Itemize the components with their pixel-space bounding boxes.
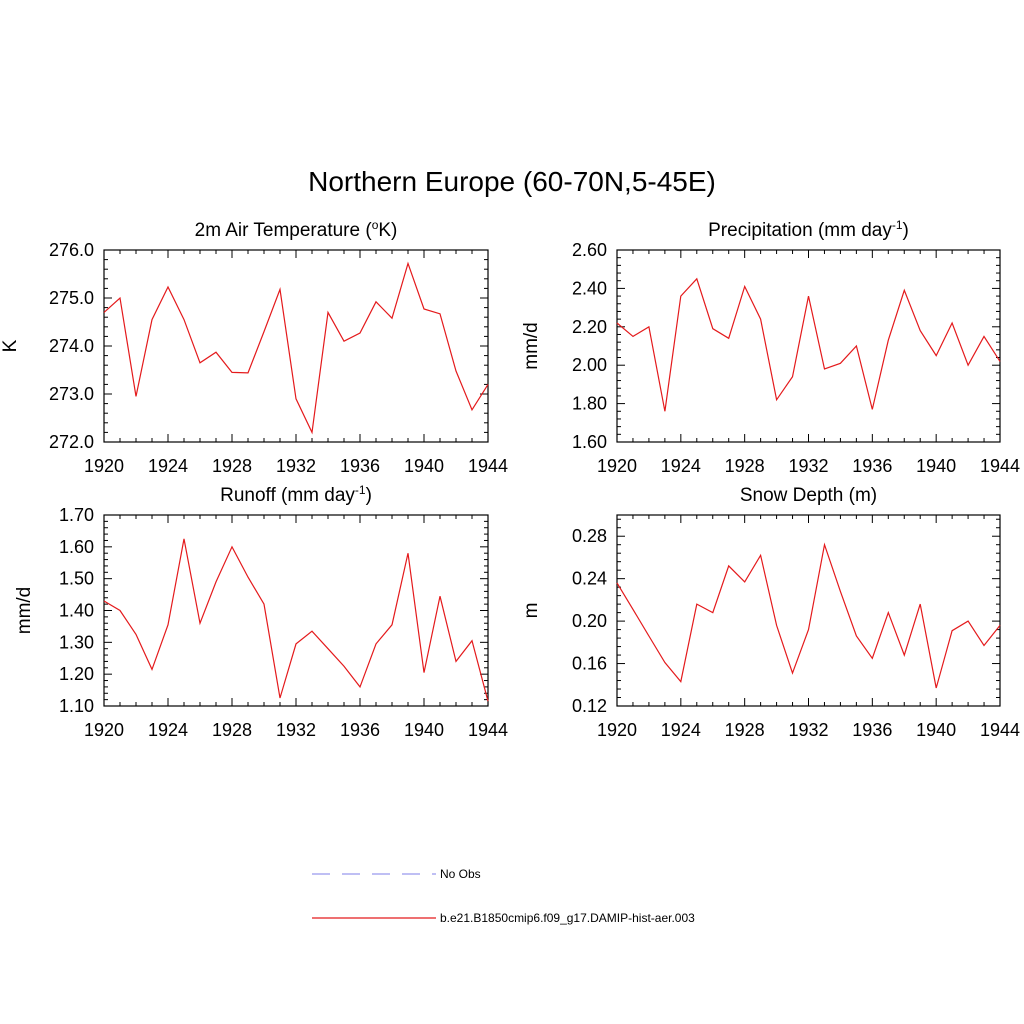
panel-1: 1920 1924 1928 1932 1936 1940 1944 272.0 273.0 27…	[0, 218, 508, 476]
x-tick-label: 1928	[212, 720, 252, 740]
series-line	[103, 538, 489, 702]
y-axis-label: K	[0, 339, 21, 352]
legend: No Obs b.e21.B1850cmip6.f09_g17.DAMIP-his…	[312, 867, 695, 925]
x-tick-label: 1928	[725, 456, 765, 476]
x-tick-label: 1936	[340, 456, 380, 476]
y-axis-label: mm/d	[521, 322, 542, 370]
y-tick-label: 0.24	[572, 569, 607, 589]
x-tick-label: 1944	[468, 720, 508, 740]
y-tick-label: 276.0	[49, 240, 94, 260]
x-tick-label: 1940	[916, 456, 956, 476]
x-tick-label: 1920	[84, 720, 124, 740]
x-tick-label: 1936	[340, 720, 380, 740]
x-tick-label: 1944	[468, 456, 508, 476]
panel-title: Runoff (mm day-1)	[220, 483, 372, 506]
y-tick-label: 1.60	[572, 432, 607, 452]
y-tick-label: 0.12	[572, 696, 607, 716]
x-tick-label: 1936	[852, 720, 892, 740]
x-tick-label: 1924	[661, 456, 701, 476]
x-tick-label: 1924	[148, 720, 188, 740]
figure-title: Northern Europe (60-70N,5-45E)	[308, 166, 716, 197]
y-tick-label: 1.50	[59, 569, 94, 589]
y-tick-label: 275.0	[49, 288, 94, 308]
x-tick-label: 1936	[852, 456, 892, 476]
panel-title: Precipitation (mm day-1)	[708, 218, 909, 241]
x-tick-label: 1932	[788, 720, 828, 740]
series-line	[103, 261, 489, 435]
x-tick-label: 1944	[980, 720, 1020, 740]
panel-2: 1920 1924 1928 1932 1936 1940 1944 1.60 1.80 2.00…	[521, 218, 1020, 476]
x-tick-label: 1920	[597, 456, 637, 476]
y-tick-label: 0.28	[572, 526, 607, 546]
panel-3: 1920 1924 1928 1932 1936 1940 1944 1.10 1.20 1.30…	[14, 483, 508, 740]
y-tick-label: 1.20	[59, 664, 94, 684]
plot-frame	[616, 514, 1001, 707]
x-tick-label: 1920	[597, 720, 637, 740]
y-tick-label: 1.30	[59, 632, 94, 652]
legend-label: No Obs	[440, 867, 481, 881]
y-axis-label: mm/d	[14, 587, 35, 635]
x-tick-label: 1932	[788, 456, 828, 476]
x-tick-label: 1940	[916, 720, 956, 740]
x-tick-label: 1924	[148, 456, 188, 476]
plot-frame	[103, 249, 489, 443]
y-tick-label: 2.20	[572, 317, 607, 337]
x-tick-label: 1932	[276, 720, 316, 740]
y-tick-label: 0.20	[572, 611, 607, 631]
y-tick-label: 0.16	[572, 654, 607, 674]
y-tick-label: 2.60	[572, 240, 607, 260]
y-tick-label: 1.60	[59, 537, 94, 557]
y-tick-label: 2.40	[572, 278, 607, 298]
x-tick-label: 1932	[276, 456, 316, 476]
y-tick-label: 1.10	[59, 696, 94, 716]
x-tick-label: 1928	[725, 720, 765, 740]
series-line	[616, 277, 1001, 412]
plot-frame	[103, 514, 489, 707]
y-tick-label: 1.80	[572, 394, 607, 414]
x-tick-label: 1940	[404, 456, 444, 476]
legend-label: b.e21.B1850cmip6.f09_g17.DAMIP-hist-aer.…	[440, 911, 695, 925]
y-tick-label: 274.0	[49, 336, 94, 356]
y-tick-label: 1.70	[59, 505, 94, 525]
panel-title: 2m Air Temperature (oK)	[195, 218, 398, 241]
y-tick-label: 273.0	[49, 384, 94, 404]
y-axis-label: m	[521, 603, 542, 619]
x-tick-label: 1920	[84, 456, 124, 476]
panel-title: Snow Depth (m)	[740, 485, 877, 506]
x-tick-label: 1940	[404, 720, 444, 740]
y-tick-label: 2.00	[572, 355, 607, 375]
x-tick-label: 1944	[980, 456, 1020, 476]
x-tick-label: 1924	[661, 720, 701, 740]
panel-4: 1920 1924 1928 1932 1936 1940 1944 0.12 0.16 0.20…	[521, 485, 1020, 740]
series-line	[616, 542, 1001, 689]
x-tick-label: 1928	[212, 456, 252, 476]
y-tick-label: 1.40	[59, 601, 94, 621]
y-tick-label: 272.0	[49, 432, 94, 452]
